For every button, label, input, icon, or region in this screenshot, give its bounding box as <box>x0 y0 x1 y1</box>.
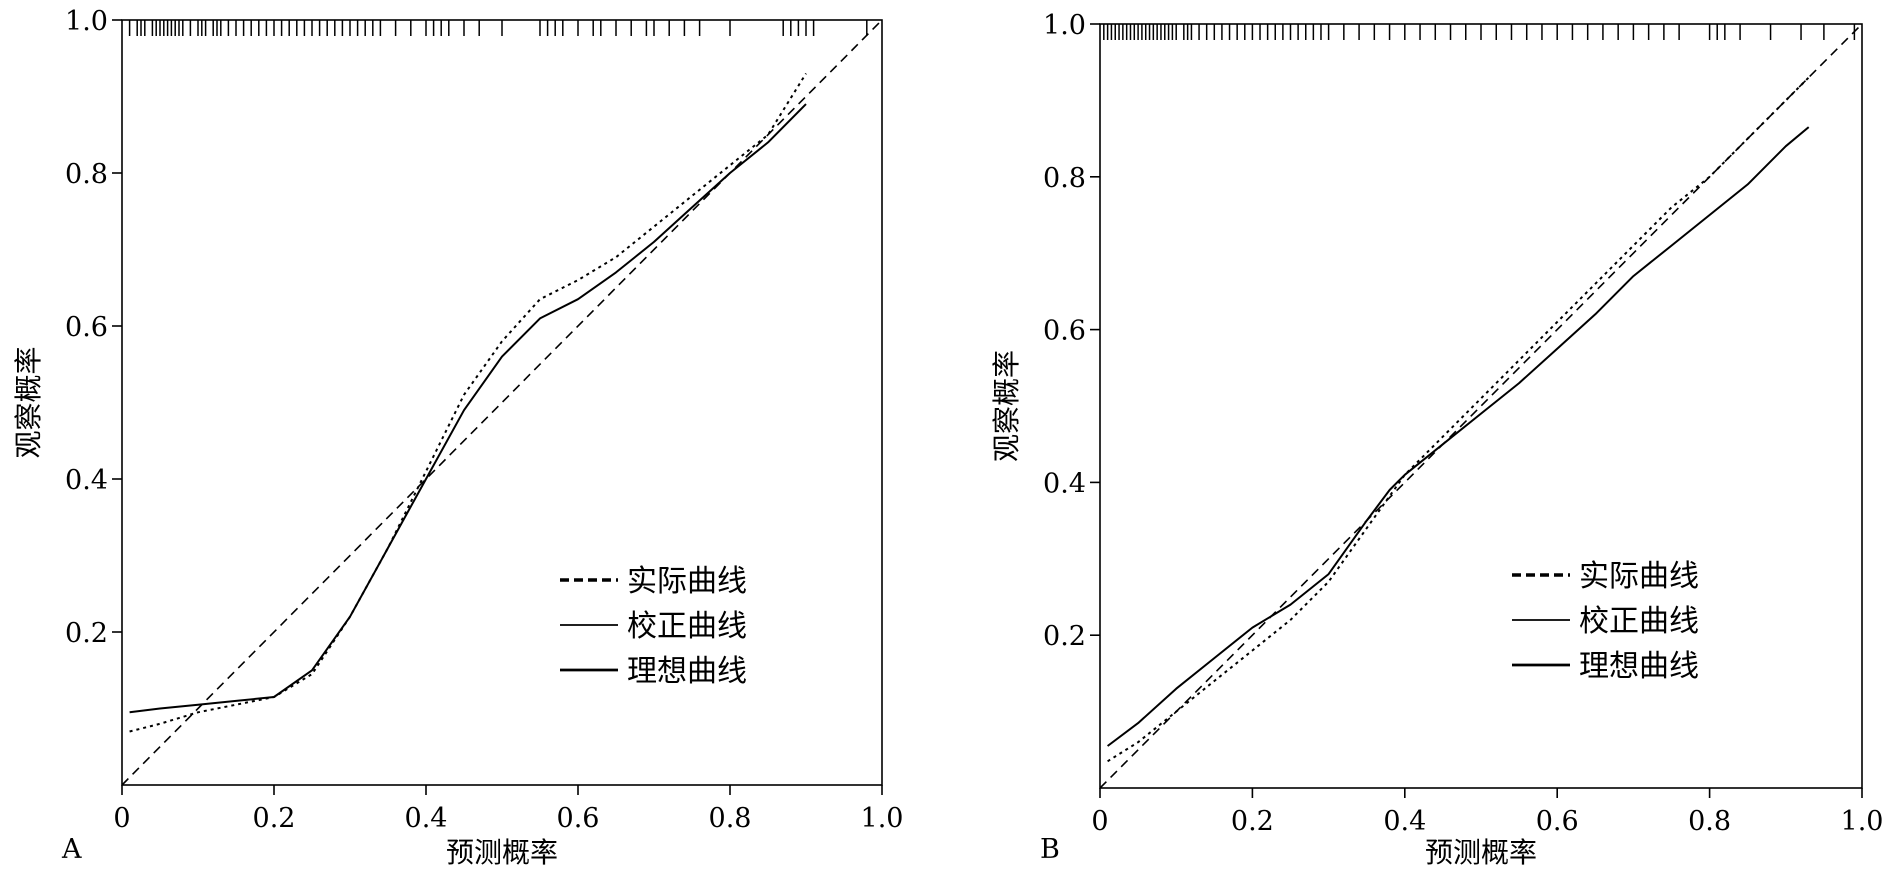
chart-panel-a: 0 0.2 0.4 0.6 0.8 1.0 0.2 0.4 0.6 0.8 1.0 预测概率 观察概率 A… <box>12 6 903 869</box>
y-tick-label: 0.2 <box>1043 621 1086 652</box>
y-tick-label: 0.2 <box>65 618 108 649</box>
x-tick-label: 0.8 <box>709 803 752 834</box>
series-line-solid <box>129 103 807 714</box>
chart-panel-b: 0 0.2 0.4 0.6 0.8 1.0 0.2 0.4 0.6 0.8 1.0 预测概率 观察概率 B… <box>990 10 1883 869</box>
y-tick-label: 0.4 <box>65 465 108 496</box>
series-line-dotted <box>129 72 807 733</box>
x-tick-label: 0.6 <box>557 803 600 834</box>
panel-label: A <box>61 834 82 865</box>
y-tick-label: 0.4 <box>1043 468 1086 499</box>
x-tick-label: 1.0 <box>861 803 904 834</box>
series-line-solid <box>1106 126 1810 747</box>
legend-label: 理想曲线 <box>627 654 747 689</box>
series-line-dashed <box>1099 23 1863 789</box>
x-tick-label: 0.6 <box>1536 806 1579 837</box>
legend-label: 校正曲线 <box>1579 604 1699 639</box>
y-tick-label: 0.6 <box>1043 316 1086 347</box>
x-tick-label: 0.8 <box>1688 806 1731 837</box>
y-axis-title: 观察概率 <box>990 350 1023 462</box>
x-tick-label: 1.0 <box>1841 806 1884 837</box>
legend-label: 实际曲线 <box>1579 559 1699 594</box>
x-tick-label: 0 <box>113 803 130 834</box>
x-tick-label: 0 <box>1091 806 1108 837</box>
legend-label: 实际曲线 <box>627 564 747 599</box>
panel-label: B <box>1040 834 1060 865</box>
y-axis-title: 观察概率 <box>12 346 45 458</box>
y-tick-label: 1.0 <box>65 6 108 37</box>
y-tick-label: 0.6 <box>65 312 108 343</box>
y-tick-label: 1.0 <box>1043 10 1086 41</box>
x-tick-label: 0.4 <box>405 803 448 834</box>
series-line-dotted <box>1107 76 1810 763</box>
x-axis-title: 预测概率 <box>446 836 558 869</box>
series-line-dashed <box>121 19 883 786</box>
x-axis-title: 预测概率 <box>1425 836 1537 869</box>
x-tick-label: 0.2 <box>253 803 296 834</box>
x-tick-label: 0.2 <box>1231 806 1274 837</box>
legend-label: 校正曲线 <box>627 609 747 644</box>
legend-label: 理想曲线 <box>1579 649 1699 684</box>
x-tick-label: 0.4 <box>1383 806 1426 837</box>
y-tick-label: 0.8 <box>65 159 108 190</box>
y-tick-label: 0.8 <box>1043 163 1086 194</box>
